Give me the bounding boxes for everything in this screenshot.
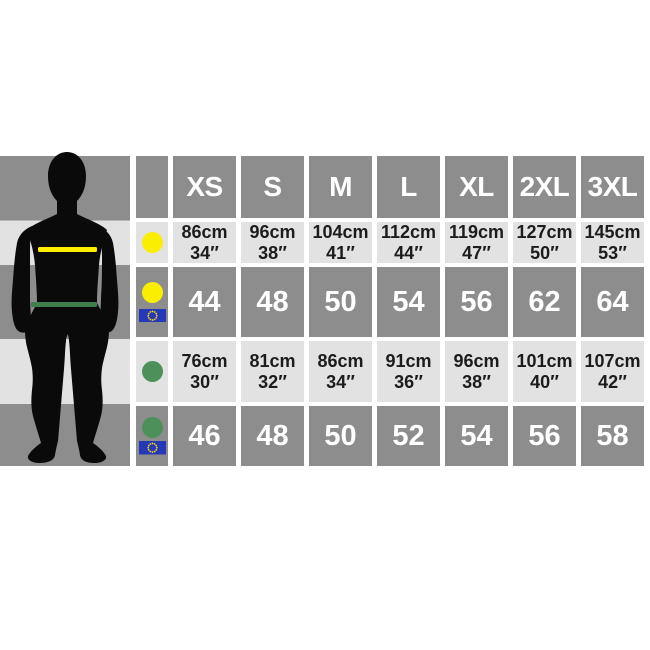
waist-eu-marker-cell (136, 406, 168, 466)
right-arm (98, 226, 119, 333)
waist-eu-cell-3xl: 58 (581, 406, 644, 466)
size-column-header-l: L (377, 156, 440, 218)
size-column-header-m: M (309, 156, 372, 218)
chest-cell-xs: 86cm 34″ (173, 222, 236, 263)
size-column-header-xs: XS (173, 156, 236, 218)
eu-flag-icon (138, 441, 166, 455)
size-column-header-2xl: 2XL (513, 156, 576, 218)
waist-measure-line (31, 302, 97, 307)
chest-eu-cell-xs: 44 (173, 267, 236, 337)
waist-eu-cell-2xl: 56 (513, 406, 576, 466)
chest-eu-cell-m: 50 (309, 267, 372, 337)
chest-eu-cell-s: 48 (241, 267, 304, 337)
waist-cell-s: 81cm 32″ (241, 341, 304, 402)
chest-measure-line (38, 247, 97, 252)
silhouette-panel (0, 152, 130, 466)
chest-eu-cell-2xl: 62 (513, 267, 576, 337)
body-silhouette (11, 152, 119, 463)
chest-cell-2xl: 127cm 50″ (513, 222, 576, 263)
size-table: XS S M L XL 2XL 3XL 86cm 34″ 96cm 38″ 104c… (136, 156, 644, 466)
waist-green-dot-icon (141, 417, 163, 439)
chest-eu-cell-3xl: 64 (581, 267, 644, 337)
chest-eu-cell-l: 54 (377, 267, 440, 337)
waist-marker-cell (136, 341, 168, 402)
waist-eu-cell-s: 48 (241, 406, 304, 466)
waist-cell-3xl: 107cm 42″ (581, 341, 644, 402)
waist-eu-cell-l: 52 (377, 406, 440, 466)
chest-cell-l: 112cm 44″ (377, 222, 440, 263)
waist-cell-m: 86cm 34″ (309, 341, 372, 402)
waist-eu-cell-m: 50 (309, 406, 372, 466)
chest-cell-xl: 119cm 47″ (445, 222, 508, 263)
size-column-header-3xl: 3XL (581, 156, 644, 218)
chest-cell-m: 104cm 41″ (309, 222, 372, 263)
size-column-header-xl: XL (445, 156, 508, 218)
chest-cell-s: 96cm 38″ (241, 222, 304, 263)
chest-yellow-dot-icon (141, 232, 163, 253)
marker-column-header (136, 156, 168, 218)
chest-eu-marker-cell (136, 267, 168, 337)
waist-eu-cell-xl: 54 (445, 406, 508, 466)
chest-cell-3xl: 145cm 53″ (581, 222, 644, 263)
chest-yellow-dot-icon (141, 281, 163, 303)
waist-cell-2xl: 101cm 40″ (513, 341, 576, 402)
chest-marker-cell (136, 222, 168, 263)
waist-cell-xl: 96cm 38″ (445, 341, 508, 402)
eu-flag-icon (138, 308, 166, 323)
waist-eu-cell-xs: 46 (173, 406, 236, 466)
chest-eu-cell-xl: 56 (445, 267, 508, 337)
waist-cell-l: 91cm 36″ (377, 341, 440, 402)
waist-cell-xs: 76cm 30″ (173, 341, 236, 402)
waist-green-dot-icon (141, 361, 163, 382)
left-arm (11, 226, 32, 333)
size-column-header-s: S (241, 156, 304, 218)
